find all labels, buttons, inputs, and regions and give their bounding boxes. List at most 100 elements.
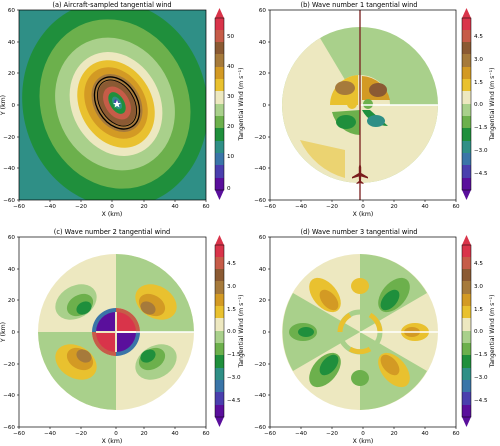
panel-b: (b) Wave number 1 tangential wind	[254, 1, 496, 218]
cbar-tick: 30	[227, 94, 235, 100]
cbar-tick: 1.5	[474, 307, 483, 313]
colorbar-label: Tangential Wind (m s⁻¹)	[238, 67, 245, 141]
panel-c-contours	[38, 254, 194, 410]
tick-label: 20	[140, 204, 148, 210]
tick-label: −40	[44, 431, 56, 437]
cbar-tick: −1.5	[474, 352, 488, 358]
panel-d-yaxis: 60 40 20 0 −20 −40 −60	[254, 235, 270, 431]
x-axis-label: X (km)	[353, 438, 374, 445]
cbar-tick: −3.0	[474, 148, 488, 154]
tick-label: 20	[8, 71, 16, 77]
tick-label: 0	[361, 204, 365, 210]
tick-label: −60	[13, 204, 25, 210]
tick-label: 60	[202, 431, 210, 437]
panel-a: (a) Aircraft-sampled tangential wind	[0, 1, 245, 218]
cbar-tick: −3.0	[227, 375, 241, 381]
tick-label: −60	[254, 425, 266, 431]
x-axis-label: X (km)	[353, 211, 374, 218]
tick-label: 60	[202, 204, 210, 210]
tick-label: −40	[254, 166, 266, 172]
cbar-tick: 3.0	[474, 284, 483, 290]
aircraft-icon	[352, 163, 368, 184]
tick-label: 60	[452, 431, 460, 437]
tick-label: −20	[326, 204, 338, 210]
panel-b-contours	[282, 27, 438, 183]
panel-c-colorbar: 4.5 3.0 1.5 0.0 −1.5 −3.0 −4.5 Tangentia…	[214, 235, 245, 427]
panel-d-colorbar: 4.5 3.0 1.5 0.0 −1.5 −3.0 −4.5 Tangentia…	[461, 235, 496, 427]
tick-label: 40	[8, 40, 16, 46]
tick-label: −40	[254, 393, 266, 399]
tick-label: 20	[8, 298, 16, 304]
tick-label: 40	[421, 204, 429, 210]
tick-label: −20	[3, 135, 15, 141]
tick-label: 0	[11, 103, 15, 109]
colorbar-label: Tangential Wind (m s⁻¹)	[489, 294, 496, 368]
x-axis-label: X (km)	[102, 211, 123, 218]
tick-label: −20	[326, 431, 338, 437]
x-axis-label: X (km)	[102, 438, 123, 445]
panel-b-colorbar: 4.5 3.0 1.5 0.0 −1.5 −3.0 −4.5 Tangentia…	[461, 8, 496, 200]
tick-label: 40	[8, 267, 16, 273]
tick-label: −60	[3, 425, 15, 431]
panel-b-yaxis: 60 40 20 0 −20 −40 −60	[254, 8, 270, 204]
panel-a-xaxis: −60 −40 −20 0 20 40 60 X (km)	[13, 200, 210, 218]
colorbar-label: Tangential Wind (m s⁻¹)	[238, 294, 245, 368]
tick-label: 60	[452, 204, 460, 210]
cbar-tick: −1.5	[474, 125, 488, 131]
tick-label: 0	[110, 204, 114, 210]
tick-label: 0	[262, 330, 266, 336]
tick-label: 20	[259, 71, 267, 77]
tick-label: 20	[140, 431, 148, 437]
tick-label: 40	[259, 40, 267, 46]
panel-d-xaxis: −60 −40 −20 0 20 40 60 X (km)	[264, 427, 460, 445]
storm-center-marker	[113, 100, 121, 108]
tick-label: −60	[13, 431, 25, 437]
panel-c-xaxis: −60 −40 −20 0 20 40 60 X (km)	[13, 427, 210, 445]
cbar-tick: 1.5	[227, 307, 236, 313]
cbar-tick: 10	[227, 154, 235, 160]
panel-c-yaxis: 60 40 20 0 −20 −40 −60 Y (km)	[0, 235, 19, 431]
cbar-tick: 40	[227, 64, 235, 70]
tick-label: −60	[264, 431, 276, 437]
panel-c: (c) Wave number 2 tangential wind	[0, 228, 245, 445]
cbar-tick: 4.5	[474, 261, 483, 267]
tick-label: 20	[259, 298, 267, 304]
tick-label: −40	[44, 204, 56, 210]
cbar-tick: 0.0	[474, 329, 483, 335]
tick-label: −40	[295, 204, 307, 210]
tick-label: 0	[11, 330, 15, 336]
tick-label: 60	[259, 235, 267, 241]
cbar-tick: 4.5	[474, 34, 483, 40]
cbar-tick: 3.0	[474, 57, 483, 63]
tick-label: −40	[3, 166, 15, 172]
tick-label: −40	[3, 393, 15, 399]
tick-label: 40	[259, 267, 267, 273]
panel-d-contours	[282, 254, 438, 410]
panel-a-colorbar: 50 40 30 20 10 0 Tangential Wind (m s⁻¹)	[214, 8, 245, 200]
tick-label: 0	[361, 431, 365, 437]
tick-label: 0	[262, 103, 266, 109]
tick-label: 60	[8, 8, 16, 14]
tick-label: −60	[254, 198, 266, 204]
tick-label: −40	[295, 431, 307, 437]
cbar-tick: 50	[227, 34, 235, 40]
tick-label: 40	[171, 204, 179, 210]
tick-label: −60	[3, 198, 15, 204]
tick-label: 20	[390, 204, 398, 210]
tick-label: 20	[390, 431, 398, 437]
cbar-tick: −4.5	[227, 398, 241, 404]
tick-label: 0	[114, 431, 118, 437]
cbar-tick: 3.0	[227, 284, 236, 290]
tick-label: −20	[3, 362, 15, 368]
colorbar-label: Tangential Wind (m s⁻¹)	[489, 67, 496, 141]
tick-label: 60	[8, 235, 16, 241]
cbar-tick: 20	[227, 124, 235, 130]
y-axis-label: Y (km)	[0, 95, 7, 116]
cbar-tick: −4.5	[474, 398, 488, 404]
panel-d-title: (d) Wave number 3 tangential wind	[301, 228, 418, 236]
cbar-tick: −3.0	[474, 375, 488, 381]
tick-label: 40	[421, 431, 429, 437]
tick-label: −20	[75, 431, 87, 437]
panel-a-title: (a) Aircraft-sampled tangential wind	[52, 1, 171, 9]
